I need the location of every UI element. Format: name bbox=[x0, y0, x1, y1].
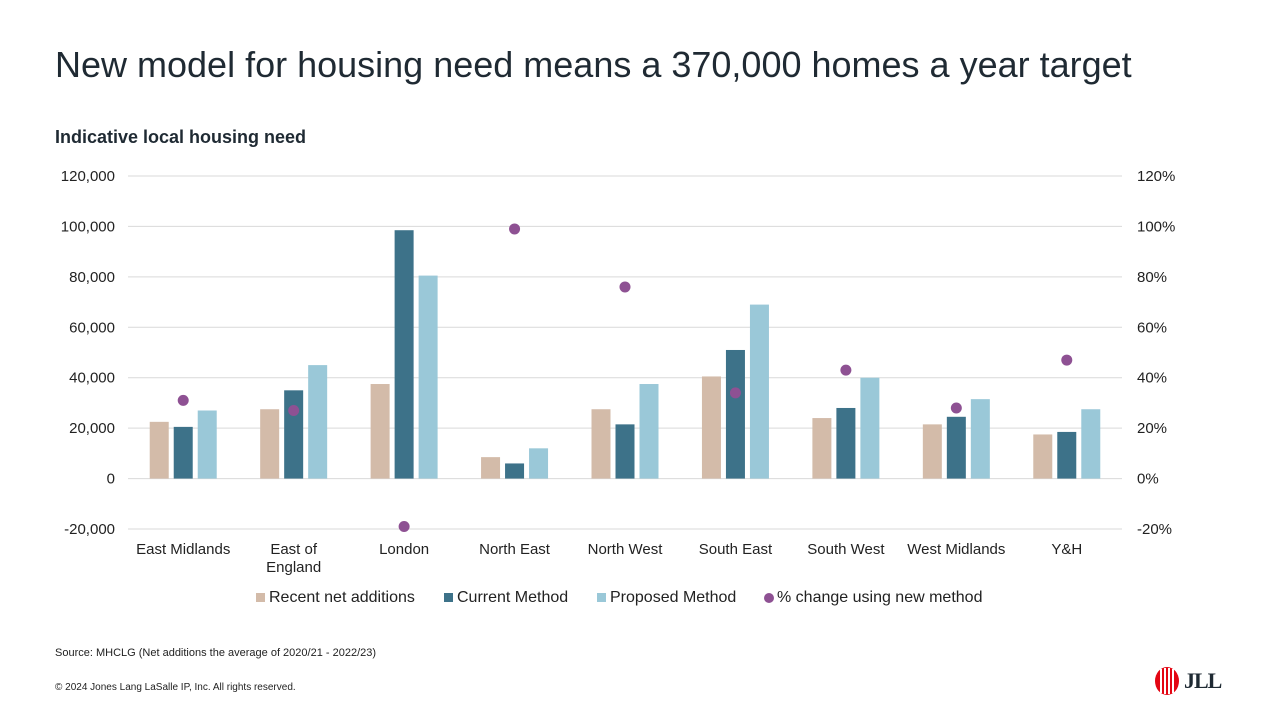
jll-logo: JLL bbox=[1154, 664, 1226, 698]
bar bbox=[481, 457, 501, 479]
bar bbox=[173, 426, 193, 479]
bar bbox=[284, 390, 304, 479]
source-note: Source: MHCLG (Net additions the average… bbox=[55, 647, 377, 659]
chart-subtitle: Indicative local housing need bbox=[55, 127, 307, 147]
bar bbox=[505, 463, 525, 479]
pct-change-point bbox=[840, 364, 852, 376]
x-tick-label: West Midlands bbox=[907, 541, 1005, 558]
pct-change-point bbox=[729, 387, 741, 399]
y-tick-label: 40,000 bbox=[69, 370, 115, 387]
bar bbox=[308, 365, 328, 479]
y-tick-label: 20,000 bbox=[69, 420, 115, 437]
x-tick-label: East Midlands bbox=[136, 541, 230, 558]
y-tick-label: 120,000 bbox=[61, 168, 115, 185]
bar bbox=[1033, 434, 1053, 479]
y-tick-label: 100,000 bbox=[61, 218, 115, 235]
bar bbox=[812, 418, 832, 479]
pct-change-point bbox=[950, 402, 962, 414]
bar bbox=[149, 421, 169, 479]
pct-change-point bbox=[619, 281, 631, 293]
bar bbox=[197, 410, 217, 479]
bar bbox=[418, 275, 438, 479]
y-tick-label: 80,000 bbox=[69, 269, 115, 286]
bar bbox=[1081, 409, 1101, 479]
pct-change-point bbox=[288, 404, 300, 416]
bar bbox=[946, 416, 966, 479]
legend-label: % change using new method bbox=[777, 589, 982, 606]
jll-logo-text: JLL bbox=[1184, 668, 1222, 693]
x-tick-label: London bbox=[379, 541, 429, 558]
legend-label: Proposed Method bbox=[610, 589, 736, 606]
y2-tick-label: -20% bbox=[1137, 521, 1172, 538]
y2-tick-label: 40% bbox=[1137, 370, 1167, 387]
bar bbox=[860, 377, 880, 479]
bar bbox=[701, 376, 721, 479]
bar bbox=[836, 407, 856, 479]
bar bbox=[370, 384, 390, 479]
y-tick-label: 0 bbox=[107, 471, 115, 488]
bar bbox=[529, 448, 549, 479]
y2-tick-label: 120% bbox=[1137, 168, 1175, 185]
x-tick-label: North East bbox=[479, 541, 551, 558]
bar bbox=[970, 399, 990, 479]
bar bbox=[1057, 431, 1077, 479]
legend-label: Current Method bbox=[457, 589, 568, 606]
legend-swatch bbox=[597, 593, 606, 602]
x-tick-label: East of bbox=[270, 541, 318, 558]
bar bbox=[922, 424, 942, 479]
y-tick-label: 60,000 bbox=[69, 319, 115, 336]
x-tick-label: Y&H bbox=[1051, 541, 1082, 558]
bar bbox=[725, 349, 745, 479]
pct-change-point bbox=[398, 520, 410, 532]
pct-change-point bbox=[509, 223, 521, 235]
x-tick-label: South West bbox=[807, 541, 885, 558]
legend-swatch bbox=[256, 593, 265, 602]
y2-tick-label: 60% bbox=[1137, 319, 1167, 336]
bar bbox=[260, 409, 280, 479]
y2-tick-label: 0% bbox=[1137, 471, 1159, 488]
slide-title: New model for housing need means a 370,0… bbox=[55, 44, 1132, 85]
bar bbox=[639, 384, 659, 479]
housing-need-chart: -20,000 0 20,000 40,000 60,000 80,000 100,000 1… bbox=[61, 168, 1176, 606]
legend-label: Recent net additions bbox=[269, 589, 415, 606]
y2-tick-label: 20% bbox=[1137, 420, 1167, 437]
x-tick-label: England bbox=[266, 559, 321, 576]
pct-change-point bbox=[177, 394, 189, 406]
bar bbox=[394, 230, 414, 479]
y2-tick-label: 80% bbox=[1137, 269, 1167, 286]
jll-logo-mark-icon bbox=[1155, 667, 1179, 695]
y2-tick-label: 100% bbox=[1137, 218, 1175, 235]
bar bbox=[591, 409, 611, 479]
x-tick-label: North West bbox=[588, 541, 664, 558]
legend-swatch bbox=[444, 593, 453, 602]
legend-swatch bbox=[764, 593, 774, 603]
pct-change-point bbox=[1061, 354, 1073, 366]
bar bbox=[749, 304, 769, 479]
x-tick-label: South East bbox=[699, 541, 773, 558]
bar bbox=[615, 424, 635, 479]
copyright-notice: © 2024 Jones Lang LaSalle IP, Inc. All r… bbox=[55, 682, 296, 693]
y-tick-label: -20,000 bbox=[64, 521, 115, 538]
